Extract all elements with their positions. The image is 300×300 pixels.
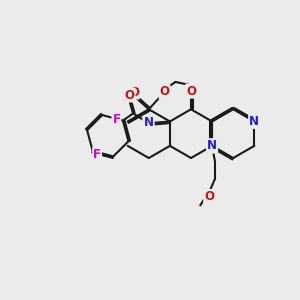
Text: N: N [143, 116, 154, 130]
Text: O: O [129, 85, 139, 98]
Text: O: O [124, 88, 134, 101]
Text: N: N [143, 116, 154, 130]
Text: F: F [93, 148, 101, 161]
Text: F: F [112, 112, 120, 126]
Text: N: N [249, 115, 259, 128]
Text: O: O [186, 85, 196, 98]
Text: O: O [204, 190, 214, 203]
Text: N: N [207, 139, 217, 152]
Text: N: N [249, 115, 259, 128]
Text: O: O [160, 85, 170, 98]
Text: N: N [207, 139, 217, 152]
